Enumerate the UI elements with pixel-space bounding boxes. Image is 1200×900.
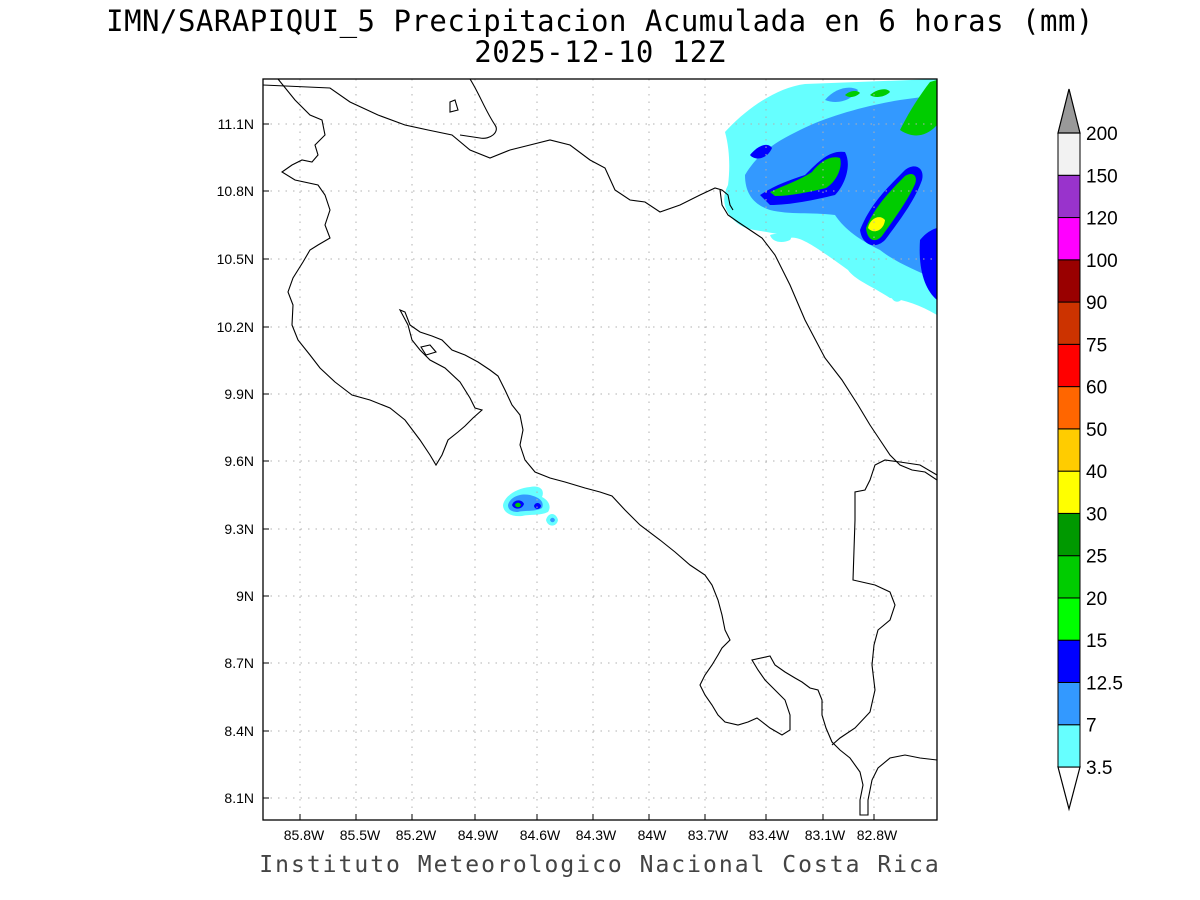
lon-tick-label: 84.9W — [458, 827, 499, 843]
colorbar-label: 90 — [1086, 293, 1107, 314]
lat-tick-label: 9.3N — [224, 521, 254, 537]
colorbar-label: 25 — [1086, 547, 1107, 568]
map-title: IMN/SARAPIQUI_5 Precipitacion Acumulada … — [106, 4, 1094, 38]
coastlines — [263, 79, 937, 816]
precip-area-north-east — [724, 79, 937, 315]
colorbar-swatch — [1057, 597, 1081, 641]
colorbar-swatch — [1057, 470, 1081, 514]
colorbar-swatch — [1057, 681, 1081, 726]
colorbar-swatch — [1057, 174, 1081, 219]
colorbar-swatch — [1057, 639, 1081, 683]
colorbar-swatch — [1057, 301, 1081, 345]
precip-area-central — [503, 486, 558, 526]
lon-tick-label: 82.8W — [857, 827, 898, 843]
lon-tick-label: 83.7W — [688, 827, 729, 843]
colorbar-swatch — [1057, 217, 1081, 261]
colorbar-label: 120 — [1086, 209, 1118, 230]
colorbar-swatch — [1057, 555, 1081, 599]
colorbar-swatch — [1057, 343, 1081, 388]
lon-tick-label: 85.2W — [396, 827, 437, 843]
lon-tick-label: 85.8W — [284, 827, 325, 843]
nicaragua-border — [263, 84, 734, 213]
small-island-north — [449, 99, 459, 113]
colorbar-label: 3.5 — [1086, 758, 1112, 779]
map-datetime: 2025-12-10 12Z — [474, 35, 726, 69]
lon-tick-label: 84.6W — [520, 827, 561, 843]
north-pacific-coast — [277, 79, 937, 816]
small-island-gulf — [420, 344, 437, 356]
colorbar-label: 15 — [1086, 631, 1107, 652]
colorbar-label: 20 — [1086, 589, 1107, 610]
lon-tick-label: 85.5W — [340, 827, 381, 843]
colorbar-lower-arrow — [1057, 766, 1081, 812]
lat-tick-label: 11.1N — [218, 116, 254, 132]
lat-tick-label: 10.2N — [217, 319, 254, 335]
colorbar-swatch — [1057, 132, 1081, 176]
lat-tick-label: 8.7N — [224, 655, 254, 671]
lon-tick-label: 83.4W — [749, 827, 790, 843]
colorbar-swatch — [1057, 259, 1081, 303]
colorbar-label: 30 — [1086, 504, 1107, 525]
lat-tick-label: 8.4N — [224, 723, 254, 739]
colorbar-swatch — [1057, 512, 1081, 557]
lon-tick-label: 84.3W — [576, 827, 617, 843]
map-frame — [262, 78, 938, 821]
colorbar-label: 200 — [1086, 124, 1118, 145]
lat-axis: 11.1N 10.8N 10.5N 10.2N 9.9N 9.6N 9.3N 9… — [217, 116, 269, 806]
lon-tick-label: 83.1W — [805, 827, 846, 843]
colorbar: 3.5 7 12.5 15 20 25 30 40 50 60 75 90 100 120 150 200 — [1057, 88, 1123, 812]
footer-credit: Instituto Meteorologico Nacional Costa R… — [259, 852, 941, 878]
lat-tick-label: 9N — [236, 588, 254, 604]
lake-nicaragua-shore — [459, 79, 497, 139]
colorbar-label: 12.5 — [1086, 673, 1123, 694]
colorbar-swatch — [1057, 724, 1081, 768]
colorbar-upper-arrow — [1057, 88, 1081, 134]
colorbar-label: 75 — [1086, 335, 1107, 356]
lat-tick-label: 10.8N — [217, 183, 254, 199]
colorbar-label: 60 — [1086, 378, 1107, 399]
precipitation-fields — [503, 79, 937, 526]
panama-border — [831, 459, 937, 746]
caribbean-coast — [719, 189, 937, 481]
colorbar-label: 7 — [1086, 716, 1097, 737]
colorbar-label: 150 — [1086, 166, 1118, 187]
lon-axis: 85.8W 85.5W 85.2W 84.9W 84.6W 84.3W 84W … — [284, 814, 898, 843]
lat-tick-label: 8.1N — [224, 790, 254, 806]
colorbar-swatch — [1057, 386, 1081, 430]
colorbar-swatch — [1057, 428, 1081, 472]
lat-tick-label: 9.9N — [224, 386, 254, 402]
lon-tick-label: 84W — [638, 827, 668, 843]
colorbar-label: 50 — [1086, 420, 1107, 441]
colorbar-label: 100 — [1086, 251, 1118, 272]
colorbar-label: 40 — [1086, 462, 1107, 483]
lat-tick-label: 9.6N — [224, 453, 254, 469]
lat-tick-label: 10.5N — [217, 251, 254, 267]
